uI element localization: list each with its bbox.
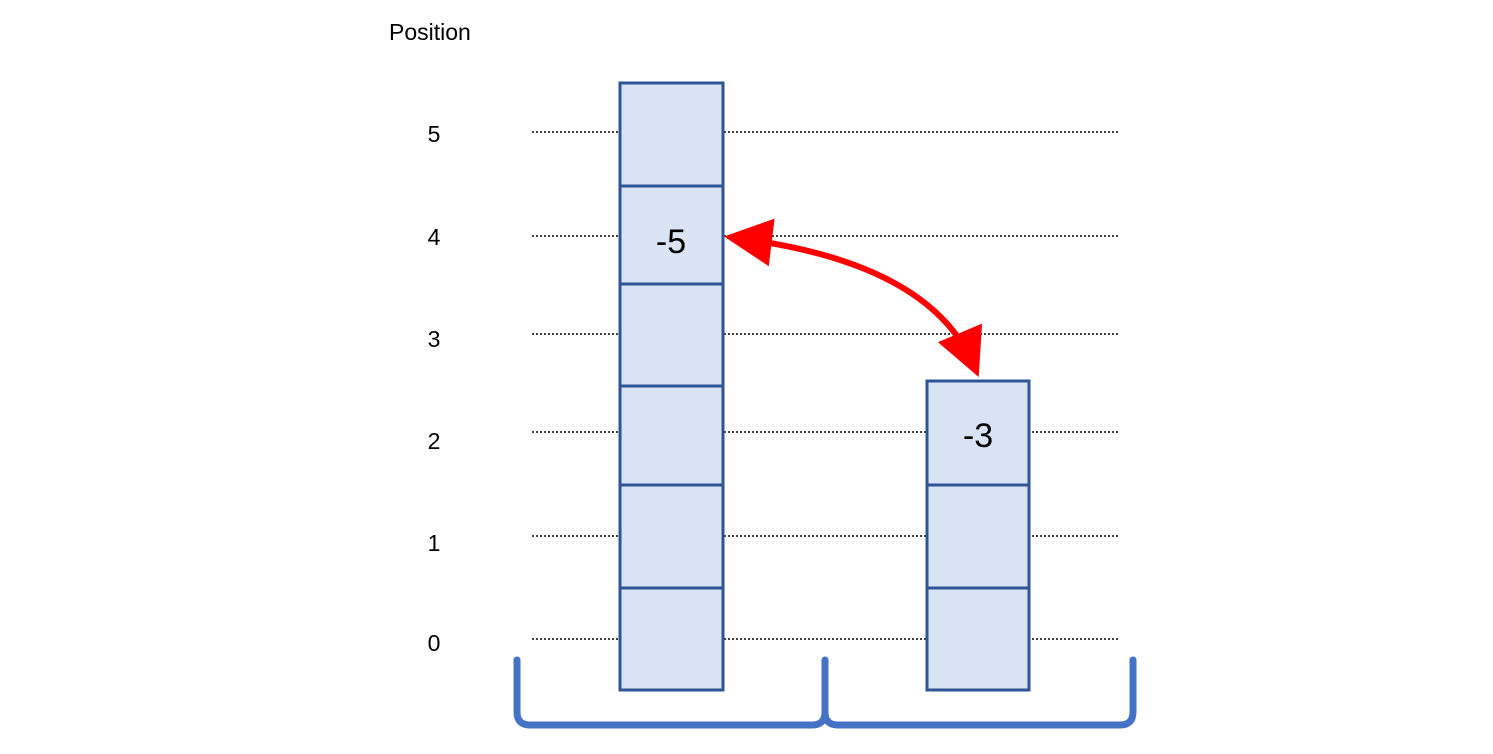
left-stack-cell-3	[618, 282, 725, 388]
left-stack-cell-5	[618, 81, 725, 188]
tick-label-4: 4	[427, 224, 441, 250]
right-stack-cell-2	[925, 379, 1031, 487]
left-stack-cell-0	[618, 586, 725, 692]
tick-label-2: 2	[427, 428, 441, 454]
swap-arrow	[724, 218, 983, 378]
bottom-bracket	[513, 656, 1137, 729]
right-stack-cell-0	[925, 586, 1031, 692]
left-stack-cell-4	[618, 184, 725, 286]
tick-label-0: 0	[427, 630, 441, 656]
left-stack-cell-1	[618, 483, 725, 590]
left-stack-cell-2	[618, 384, 725, 487]
right-stack	[925, 379, 1031, 692]
left-stack-value-4: -5	[656, 223, 686, 261]
axis-title: Position	[389, 19, 471, 45]
tick-label-5: 5	[427, 121, 441, 147]
tick-label-3: 3	[427, 326, 441, 352]
right-stack-cell-1	[925, 483, 1031, 590]
right-stack-value-2: -3	[963, 417, 993, 455]
left-stack	[618, 81, 725, 692]
tick-label-1: 1	[427, 530, 441, 556]
